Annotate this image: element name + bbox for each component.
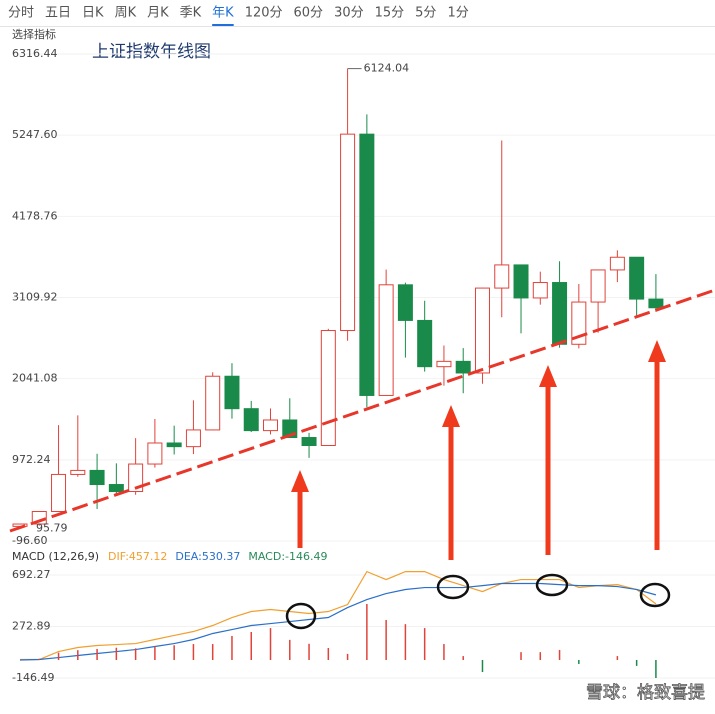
candle-body bbox=[320, 330, 336, 446]
candle-body bbox=[89, 469, 105, 486]
tab[interactable]: 年K bbox=[212, 6, 234, 21]
candle-body bbox=[552, 282, 568, 345]
candle-body bbox=[532, 282, 548, 299]
circle bbox=[285, 602, 317, 630]
candle-body bbox=[629, 256, 645, 300]
y-tick-label: 692.27 bbox=[12, 568, 51, 581]
candle-body bbox=[108, 484, 124, 493]
circle bbox=[639, 582, 671, 608]
candle-body bbox=[571, 301, 587, 345]
macd-title: MACD (12,26,9) bbox=[12, 550, 99, 563]
arrow-head bbox=[539, 365, 557, 387]
arrow-shaft bbox=[297, 490, 303, 548]
tab[interactable]: 周K bbox=[115, 6, 137, 21]
legend-entry: DIF:457.12 bbox=[108, 550, 167, 563]
candle-body bbox=[340, 133, 356, 332]
legend-entry: MACD:-146.49 bbox=[248, 550, 327, 563]
tab[interactable]: 分时 bbox=[8, 6, 34, 21]
macd-line bbox=[20, 570, 657, 661]
candle-body bbox=[301, 437, 317, 446]
annotation: 6124.04 bbox=[364, 62, 410, 75]
arrow-head bbox=[291, 470, 309, 492]
circle bbox=[436, 574, 470, 600]
circle bbox=[535, 573, 569, 597]
arrow-head bbox=[648, 340, 666, 362]
candle-body bbox=[417, 319, 433, 368]
candle-body bbox=[397, 284, 413, 321]
candle-body bbox=[436, 360, 452, 368]
candle-body bbox=[166, 442, 182, 448]
tab[interactable]: 5分 bbox=[415, 6, 436, 21]
y-tick-label: 272.89 bbox=[12, 620, 51, 633]
arrow-shaft bbox=[654, 360, 660, 550]
candle-body bbox=[590, 269, 606, 303]
y-tick-label: 2041.08 bbox=[12, 372, 58, 385]
candle-body bbox=[205, 375, 221, 431]
annotations-layer bbox=[9, 288, 715, 630]
candle-body bbox=[474, 287, 490, 374]
arrow-head bbox=[442, 405, 460, 427]
tab[interactable]: 季K bbox=[180, 6, 202, 21]
y-tick-label: 6316.44 bbox=[12, 47, 58, 60]
y-tick-label: 972.24 bbox=[12, 453, 51, 466]
tab[interactable]: 120分 bbox=[245, 6, 283, 21]
candle-body bbox=[513, 264, 529, 299]
trend-line bbox=[9, 288, 715, 533]
candle-body bbox=[359, 133, 375, 396]
candle-body bbox=[243, 408, 259, 432]
circles bbox=[285, 573, 671, 630]
candle-body bbox=[455, 360, 471, 374]
tab[interactable]: 五日 bbox=[45, 6, 71, 21]
tab[interactable]: 15分 bbox=[375, 6, 405, 21]
arrow-shaft bbox=[448, 425, 454, 560]
y-tick-label: 3109.92 bbox=[12, 291, 58, 304]
candle-body bbox=[224, 375, 240, 410]
annotation: 95.79 bbox=[36, 521, 68, 534]
tab[interactable]: 月K bbox=[147, 6, 169, 21]
tab[interactable]: 日K bbox=[82, 6, 104, 21]
candle-body bbox=[648, 298, 664, 309]
tab[interactable]: 1分 bbox=[447, 6, 468, 21]
candle-body bbox=[378, 284, 394, 396]
arrows bbox=[291, 340, 666, 560]
watermark: 雪球：格致喜提 bbox=[586, 683, 705, 703]
y-tick-label: 5247.60 bbox=[12, 128, 58, 141]
tab[interactable]: 60分 bbox=[294, 6, 324, 21]
arrow-shaft bbox=[545, 385, 551, 555]
indicator-label[interactable]: 选择指标 bbox=[12, 27, 56, 41]
y-tick-label: -96.60 bbox=[12, 534, 47, 547]
chart-title: 上证指数年线图 bbox=[92, 42, 211, 62]
y-tick-label: -146.49 bbox=[12, 671, 54, 684]
y-tick-label: 4178.76 bbox=[12, 209, 58, 222]
macd-line bbox=[19, 582, 657, 661]
candle-body bbox=[128, 463, 144, 493]
tab[interactable]: 30分 bbox=[334, 6, 364, 21]
candle-body bbox=[70, 469, 86, 475]
candle-body bbox=[263, 419, 279, 432]
candle-body bbox=[185, 429, 201, 448]
candle-body bbox=[147, 442, 163, 465]
candle-body bbox=[494, 264, 510, 289]
candle-body bbox=[51, 473, 67, 512]
legend-entry: DEA:530.37 bbox=[175, 550, 240, 563]
candle-body bbox=[609, 256, 625, 271]
